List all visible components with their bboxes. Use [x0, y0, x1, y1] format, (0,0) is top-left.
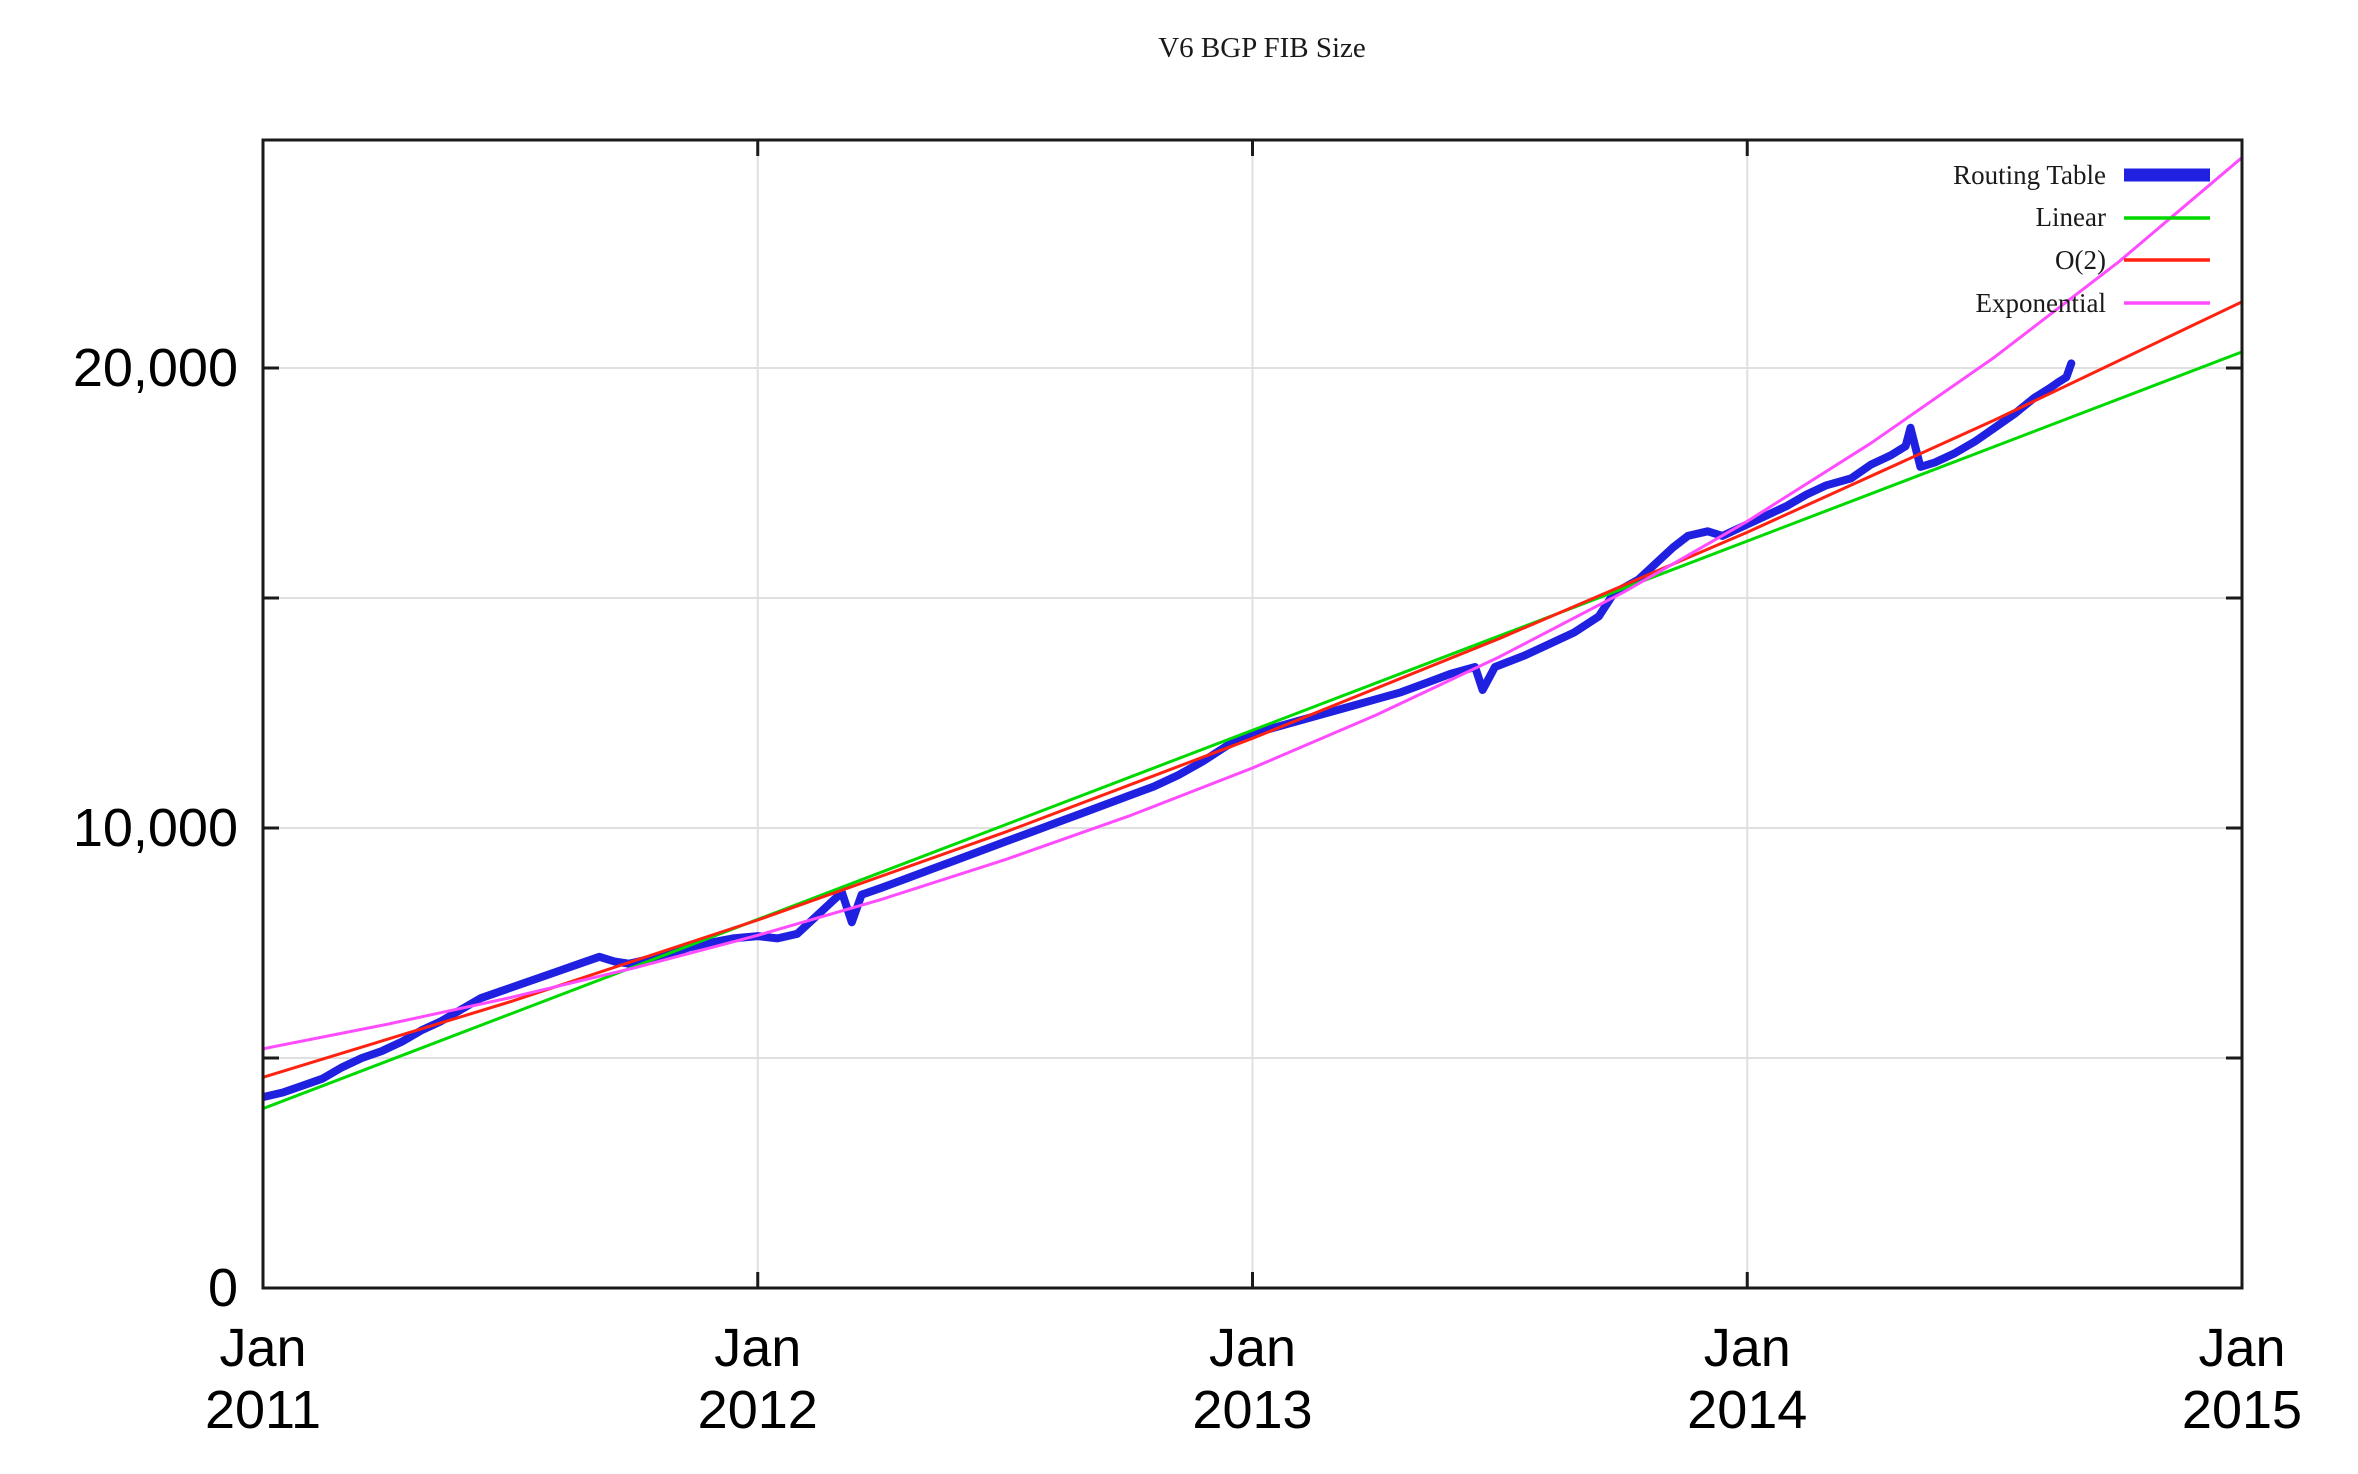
x-axis-tick-month: Jan	[714, 1318, 802, 1378]
x-axis-tick-year: 2014	[1687, 1380, 1808, 1440]
x-axis-tick-year: 2012	[697, 1380, 818, 1440]
legend-item-routing-table: Routing Table	[1800, 154, 2212, 196]
chart-title: V6 BGP FIB Size	[1158, 32, 1366, 64]
legend-label: Exponential	[1975, 287, 2106, 318]
legend-line-sample	[2124, 168, 2210, 182]
x-axis-tick-year: 2011	[204, 1380, 322, 1440]
y-axis-tick-label: 20,000	[72, 338, 238, 398]
series-routing-table	[263, 359, 2076, 1102]
legend-item-exponential: Exponential	[1800, 282, 2212, 324]
legend-line-sample	[2124, 258, 2210, 263]
x-axis-tick-year: 2015	[2181, 1380, 2303, 1440]
legend-line-sample	[2124, 215, 2210, 220]
x-axis-tick-year: 2013	[1192, 1380, 1313, 1440]
legend-label: Routing Table	[1953, 159, 2106, 190]
legend-line-sample	[2124, 301, 2210, 305]
x-axis-tick-month: Jan	[219, 1318, 307, 1378]
legend-item-linear: Linear	[1800, 197, 2212, 239]
series-exponential	[263, 156, 2242, 1051]
series-o-2-	[263, 300, 2242, 1079]
x-axis-tick-month: Jan	[1703, 1318, 1791, 1378]
series-linear	[263, 350, 2242, 1111]
x-axis-tick-month: Jan	[1208, 1318, 1297, 1378]
x-axis-tick-month: Jan	[2198, 1318, 2286, 1378]
y-axis-tick-label: 0	[207, 1258, 238, 1318]
legend-item-o-2-: O(2)	[1800, 239, 2212, 281]
y-axis-tick-label: 10,000	[72, 798, 238, 858]
legend-label: O(2)	[2055, 244, 2106, 275]
legend-label: Linear	[2035, 202, 2106, 233]
